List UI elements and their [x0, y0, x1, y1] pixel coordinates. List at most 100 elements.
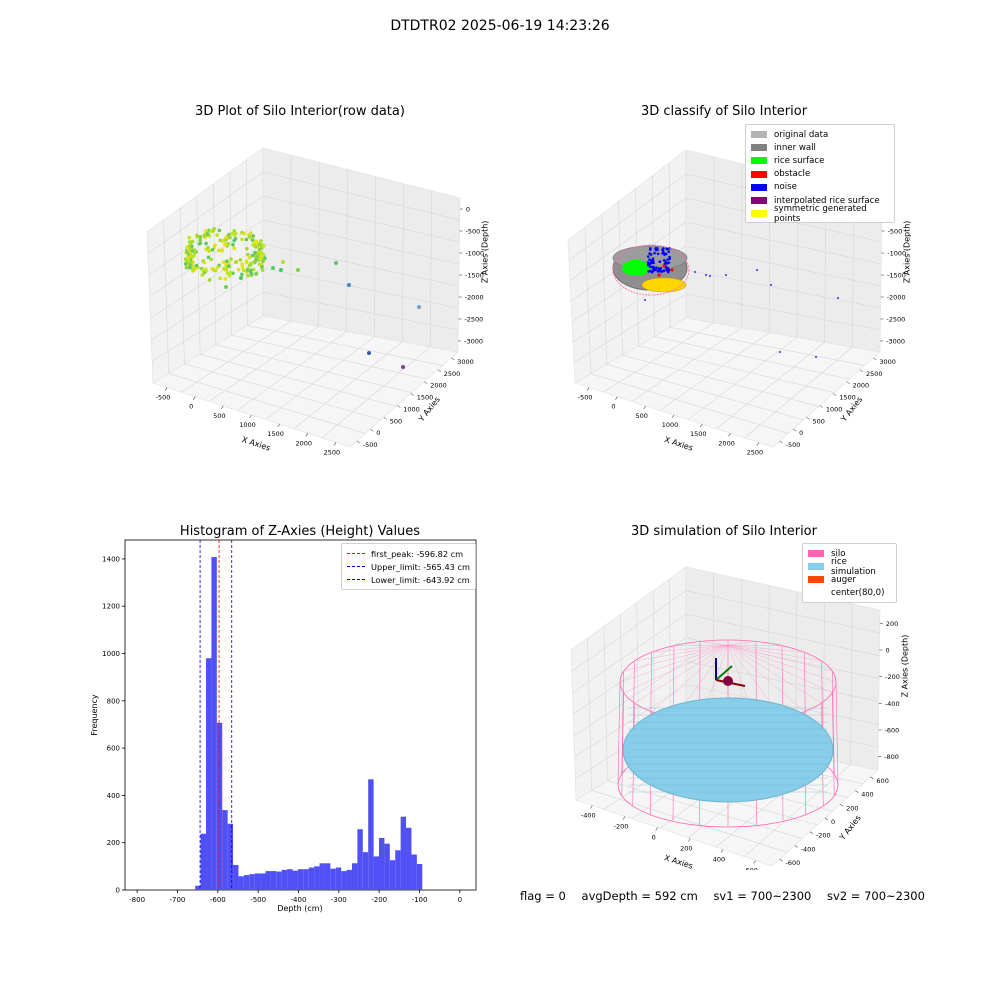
- x-tick: [728, 433, 731, 437]
- z-tick-label: 200: [886, 620, 898, 628]
- x-axis-label: X Axies: [663, 853, 694, 870]
- data-point: [183, 257, 188, 261]
- x-tick: [192, 396, 196, 400]
- obstacle-point: [662, 264, 666, 268]
- noise-point: [667, 268, 671, 272]
- y-tick-label: 2000: [853, 382, 870, 390]
- grid-line: [569, 197, 687, 282]
- raw-plot-title: 3D Plot of Silo Interior(row data): [195, 104, 405, 119]
- classify-plot-title: 3D classify of Silo Interior: [640, 104, 808, 119]
- data-point: [202, 260, 207, 265]
- legend-label: Upper_limit: -565.43 cm: [371, 561, 470, 572]
- grid-line: [622, 354, 819, 407]
- data-point: [210, 248, 215, 252]
- simulation-plot-title: 3D simulation of Silo Interior: [631, 524, 817, 539]
- grid-line: [262, 291, 459, 331]
- x-tick: [590, 805, 593, 809]
- data-point: [233, 236, 238, 241]
- rice-mesh: [628, 707, 828, 793]
- data-point: [246, 252, 250, 257]
- noise-point: [837, 297, 839, 299]
- data-point: [241, 268, 246, 272]
- grid-line: [346, 169, 348, 332]
- noise-point: [667, 250, 671, 254]
- grid-line: [401, 183, 405, 342]
- y-tick: [859, 369, 864, 373]
- data-point: [226, 241, 231, 246]
- grid-line: [574, 684, 687, 758]
- x-tick-label: 1000: [239, 421, 256, 429]
- x-tick: [700, 423, 703, 428]
- grid-line: [265, 336, 375, 420]
- legend-label: silo: [831, 548, 846, 559]
- data-point: [244, 237, 249, 242]
- legend-label: symmetric generated points: [774, 203, 867, 224]
- outlier-point: [279, 268, 283, 272]
- silo-roof-wire: [727, 644, 783, 646]
- y-tick: [870, 776, 874, 780]
- z-tick-label: 0: [886, 647, 890, 655]
- noise-point: [705, 274, 707, 276]
- x-tick-label: 2000: [296, 439, 313, 447]
- z-tick-label: -2500: [464, 316, 483, 324]
- noise-point: [646, 255, 650, 258]
- grid-line: [850, 603, 853, 765]
- y-tick: [794, 845, 798, 848]
- histogram-bar: [389, 860, 396, 890]
- data-point: [212, 226, 216, 231]
- legend-item: symmetric generated points: [751, 204, 889, 224]
- data-point: [261, 259, 265, 263]
- data-point: [198, 234, 203, 239]
- x-ticks: -800 -700 -600 -500 -400 -300 -200 -100 0: [129, 890, 462, 904]
- grid-line: [163, 219, 170, 374]
- noise-point: [647, 270, 650, 273]
- z-tick-label: -1000: [465, 250, 484, 258]
- outlier-point: [367, 351, 371, 355]
- x-tick: [622, 816, 626, 820]
- x-tick-label: -500: [578, 394, 593, 402]
- data-point: [197, 242, 202, 246]
- y-tick: [846, 381, 850, 384]
- legend-item: obstacle: [751, 168, 889, 181]
- noise-point: [648, 252, 651, 255]
- y-tick-label: 3000: [457, 358, 474, 366]
- data-point: [187, 240, 192, 244]
- auger-axis-y: [715, 665, 733, 681]
- y-tick-label: 1000: [826, 405, 843, 413]
- legend-label: obstacle: [774, 169, 811, 180]
- histogram-bar: [373, 856, 380, 890]
- data-point: [183, 262, 188, 266]
- grid-line: [659, 332, 770, 411]
- data-point: [225, 271, 230, 276]
- x-tick-label: -400: [291, 896, 307, 904]
- data-point: [236, 267, 241, 272]
- x-tick: [671, 414, 675, 419]
- data-point: [257, 250, 262, 255]
- grid-line: [607, 780, 803, 839]
- data-point: [213, 268, 218, 273]
- x-tick-label: 200: [680, 845, 692, 853]
- x-tick-label: 0: [458, 896, 462, 904]
- noise-point: [815, 356, 817, 358]
- y-tick-label: 800: [107, 697, 120, 705]
- data-point: [231, 242, 235, 247]
- y-axis-label: Frequency: [90, 694, 99, 736]
- grid-line: [196, 195, 201, 355]
- noise-point: [662, 269, 666, 273]
- histogram-bar: [379, 837, 385, 890]
- y-tick: [839, 804, 844, 807]
- histogram-bar: [384, 843, 390, 890]
- grid-line: [215, 344, 412, 394]
- grid-line: [246, 159, 248, 326]
- legend-line: [347, 579, 365, 581]
- x-tick-label: 0: [611, 403, 615, 411]
- histogram-bar: [265, 871, 271, 890]
- grid-line: [573, 661, 687, 736]
- noise-point: [656, 252, 660, 256]
- data-point: [187, 244, 192, 248]
- legend-label: rice surface: [774, 155, 825, 166]
- symmetric-points: [641, 277, 687, 293]
- y-tick: [873, 357, 877, 361]
- grid-line: [606, 364, 804, 421]
- silo-wire: [621, 671, 624, 775]
